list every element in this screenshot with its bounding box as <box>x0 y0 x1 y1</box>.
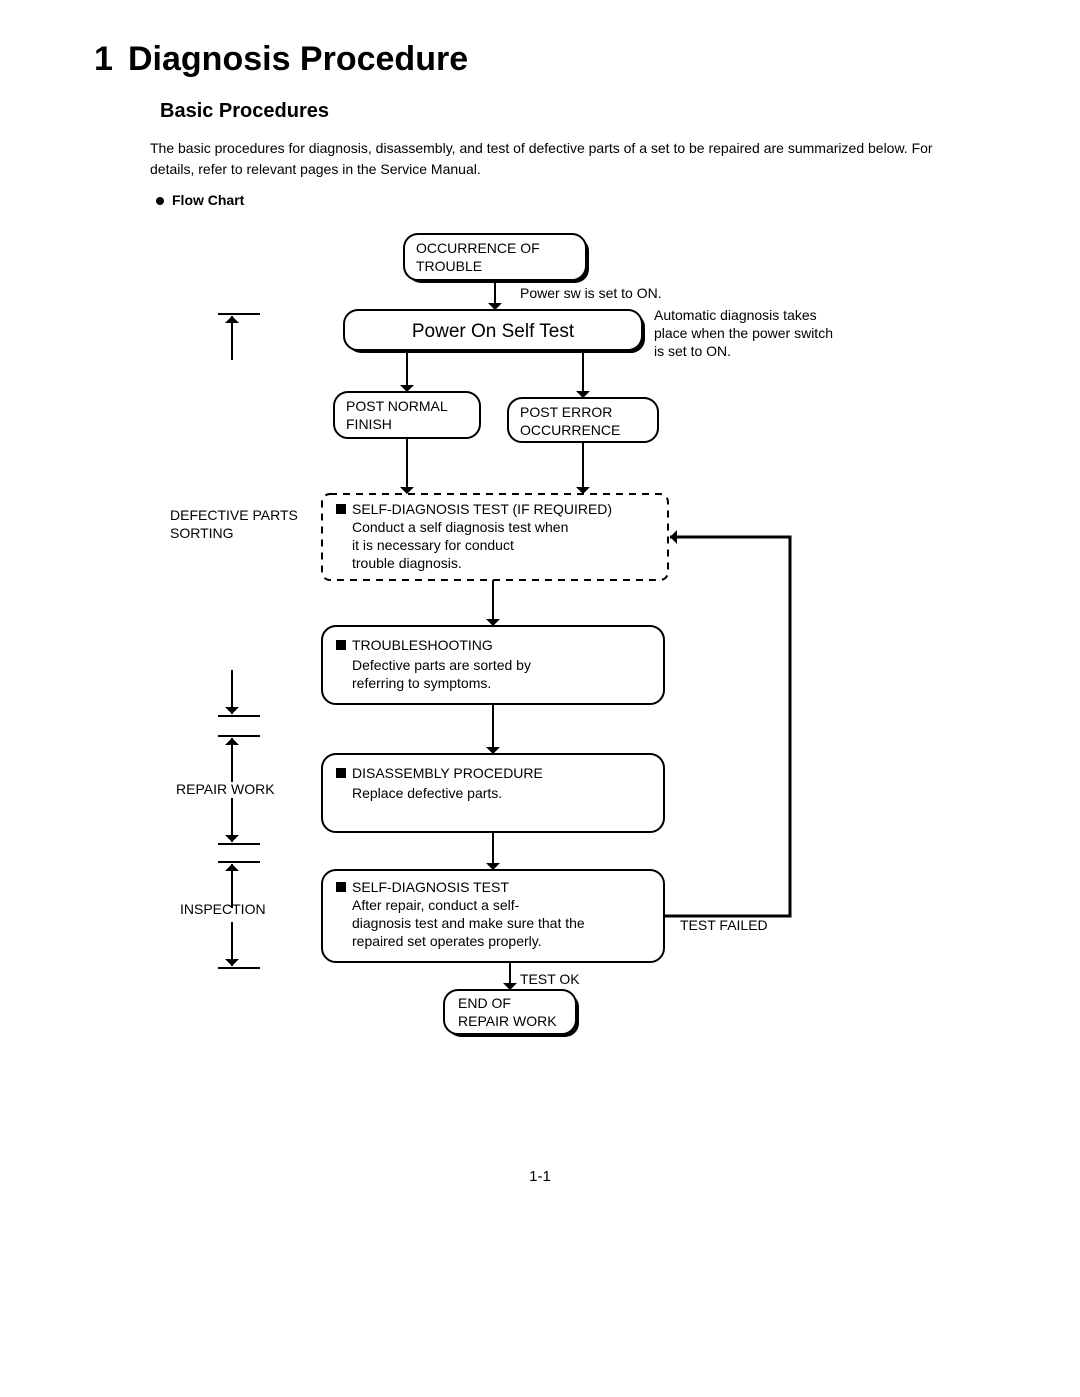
svg-text:Replace defective parts.: Replace defective parts. <box>352 785 502 801</box>
svg-text:TROUBLE: TROUBLE <box>416 258 482 274</box>
svg-text:TEST FAILED: TEST FAILED <box>680 917 768 933</box>
page-number: 1-1 <box>0 1168 1080 1185</box>
svg-text:END OF: END OF <box>458 995 511 1011</box>
svg-text:SORTING: SORTING <box>170 525 234 541</box>
svg-text:Power On Self Test: Power On Self Test <box>412 321 575 342</box>
svg-text:it is necessary for conduct: it is necessary for conduct <box>352 537 514 553</box>
page: 1 Diagnosis Procedure Basic Procedures T… <box>0 0 1080 1397</box>
svg-text:DEFECTIVE PARTS: DEFECTIVE PARTS <box>170 507 298 523</box>
svg-text:Power sw is set to ON.: Power sw is set to ON. <box>520 285 662 301</box>
svg-text:DISASSEMBLY PROCEDURE: DISASSEMBLY PROCEDURE <box>352 765 543 781</box>
svg-text:OCCURRENCE OF: OCCURRENCE OF <box>416 240 540 256</box>
svg-text:After repair, conduct a self-: After repair, conduct a self- <box>352 897 520 913</box>
svg-text:trouble diagnosis.: trouble diagnosis. <box>352 555 462 571</box>
svg-text:repaired set operates properly: repaired set operates properly. <box>352 933 542 949</box>
svg-text:SELF-DIAGNOSIS TEST (IF REQUIR: SELF-DIAGNOSIS TEST (IF REQUIRED) <box>352 501 612 517</box>
svg-text:diagnosis test and make sure t: diagnosis test and make sure that the <box>352 915 585 931</box>
svg-text:place when the power switch: place when the power switch <box>654 325 833 341</box>
svg-text:TEST OK: TEST OK <box>520 971 580 987</box>
svg-text:Automatic diagnosis takes: Automatic diagnosis takes <box>654 307 817 323</box>
svg-text:INSPECTION: INSPECTION <box>180 901 266 917</box>
svg-text:TROUBLESHOOTING: TROUBLESHOOTING <box>352 637 493 653</box>
svg-text:is set to ON.: is set to ON. <box>654 343 731 359</box>
svg-text:REPAIR WORK: REPAIR WORK <box>176 781 275 797</box>
svg-text:POST NORMAL: POST NORMAL <box>346 398 448 414</box>
flowchart: OCCURRENCE OF TROUBLE Power sw is set to O… <box>0 0 1080 1397</box>
svg-text:POST ERROR: POST ERROR <box>520 404 612 420</box>
svg-text:Conduct a self diagnosis test: Conduct a self diagnosis test when <box>352 519 568 535</box>
svg-text:FINISH: FINISH <box>346 416 392 432</box>
svg-text:referring to symptoms.: referring to symptoms. <box>352 675 491 691</box>
svg-text:REPAIR WORK: REPAIR WORK <box>458 1013 557 1029</box>
svg-text:OCCURRENCE: OCCURRENCE <box>520 422 620 438</box>
svg-text:SELF-DIAGNOSIS TEST: SELF-DIAGNOSIS TEST <box>352 879 509 895</box>
svg-text:Defective parts are sorted by: Defective parts are sorted by <box>352 657 531 673</box>
